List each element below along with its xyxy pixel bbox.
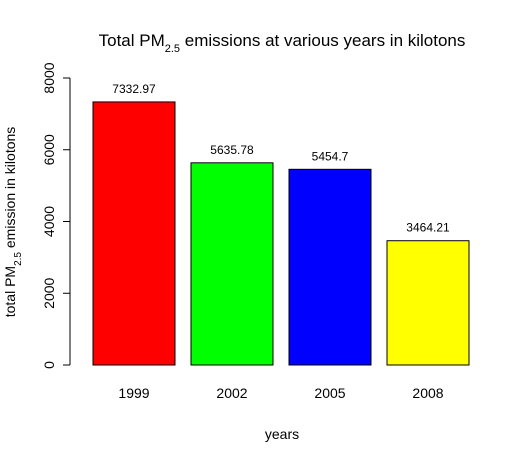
bar-2008 (386, 240, 470, 366)
y-axis-label: total PM2.5 emission in kilotons (2, 127, 24, 318)
x-tick-label: 1999 (118, 385, 149, 401)
y-tick-label: 4000 (41, 206, 57, 237)
x-tick-label: 2008 (412, 385, 443, 401)
y-tick-label: 2000 (41, 277, 57, 308)
y-axis-label-subscript: 2.5 (13, 252, 24, 266)
x-tick-label: 2005 (314, 385, 345, 401)
value-labels: 7332.97 5635.78 5454.7 3464.21 (112, 82, 450, 235)
bar-value-label: 5635.78 (210, 143, 254, 157)
bar-value-label: 5454.7 (312, 149, 349, 163)
y-axis: 0 2000 4000 6000 8000 (41, 62, 71, 369)
bars (92, 101, 470, 366)
bar-value-label: 7332.97 (112, 82, 156, 96)
y-axis-label-prefix: total PM (2, 266, 18, 317)
y-tick-label: 6000 (41, 134, 57, 165)
y-tick-label: 8000 (41, 62, 57, 93)
x-tick-label: 2002 (216, 385, 247, 401)
y-tick-label: 0 (41, 361, 57, 369)
y-axis-label-suffix: emission in kilotons (2, 127, 18, 252)
bar-1999 (92, 101, 176, 366)
x-axis-label: years (265, 426, 299, 442)
chart-title: Total PM2.5 emissions at various years i… (99, 31, 466, 55)
chart-title-prefix: Total PM (99, 31, 165, 50)
bar-value-label: 3464.21 (406, 221, 450, 235)
bar-2002 (190, 162, 274, 366)
chart-title-suffix: emissions at various years in kilotons (180, 31, 465, 50)
chart-title-subscript: 2.5 (165, 43, 180, 55)
bar-2005 (288, 168, 372, 366)
x-tick-labels: 1999 2002 2005 2008 (118, 385, 443, 401)
